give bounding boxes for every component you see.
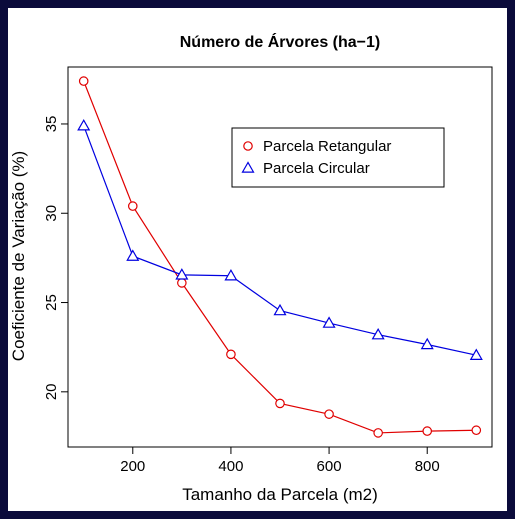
point-marker bbox=[177, 278, 187, 288]
x-tick-label: 200 bbox=[120, 458, 145, 475]
y-tick-label: 25 bbox=[43, 294, 60, 311]
point-marker bbox=[469, 348, 483, 360]
legend-label: Parcela Circular bbox=[263, 160, 370, 177]
y-axis-label: Coeficiente de Variação (%) bbox=[9, 151, 28, 361]
point-marker bbox=[126, 249, 140, 261]
legend-box bbox=[231, 127, 445, 188]
point-marker bbox=[422, 426, 433, 436]
point-marker bbox=[471, 425, 482, 436]
point-marker bbox=[273, 303, 287, 316]
point-marker bbox=[420, 337, 434, 350]
legend-marker bbox=[243, 141, 253, 151]
point-marker bbox=[322, 316, 336, 328]
x-tick-label: 600 bbox=[317, 458, 342, 475]
y-tick-label: 30 bbox=[43, 205, 60, 222]
y-tick-label: 35 bbox=[43, 116, 60, 133]
point-marker bbox=[224, 269, 238, 281]
point-marker bbox=[127, 201, 138, 211]
x-axis-label: Tamanho da Parcela (m2) bbox=[182, 485, 378, 504]
y-tick-label: 20 bbox=[43, 383, 60, 400]
point-marker bbox=[275, 398, 285, 409]
chart-title: Número de Árvores (ha−1) bbox=[180, 32, 381, 51]
point-marker bbox=[175, 268, 189, 280]
x-tick-label: 800 bbox=[415, 458, 440, 475]
legend-label: Parcela Retangular bbox=[263, 138, 391, 155]
point-marker bbox=[78, 76, 89, 86]
point-marker bbox=[324, 409, 334, 419]
point-marker bbox=[371, 327, 385, 340]
point-marker bbox=[226, 349, 236, 360]
point-marker bbox=[77, 119, 91, 131]
point-marker bbox=[373, 428, 383, 438]
x-tick-label: 400 bbox=[218, 458, 243, 475]
legend-marker bbox=[241, 161, 255, 173]
plot-frame bbox=[67, 66, 493, 448]
plot-background bbox=[8, 8, 507, 511]
